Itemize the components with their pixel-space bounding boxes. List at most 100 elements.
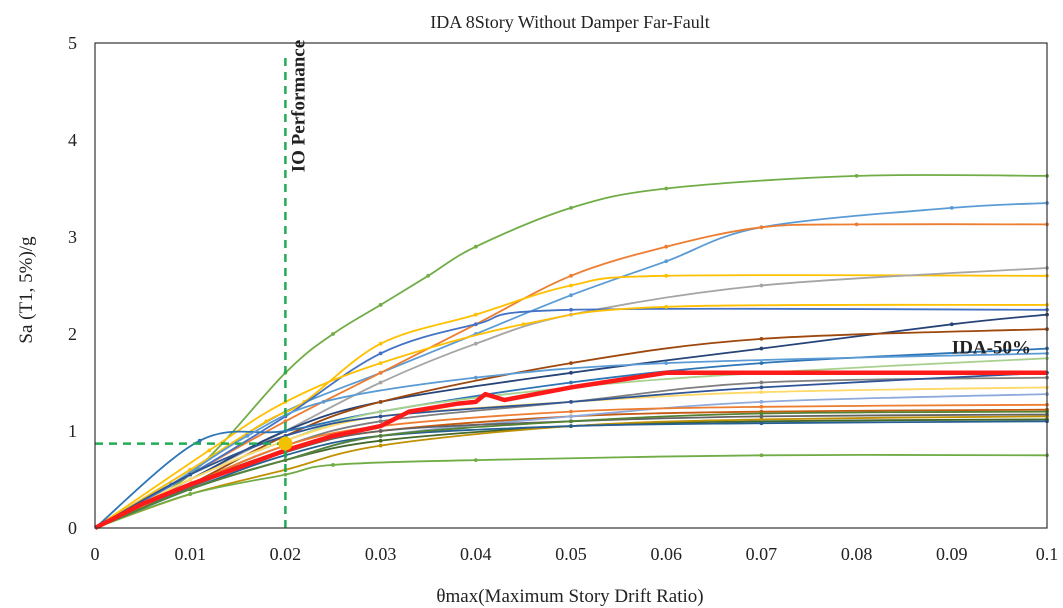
ida-curve-line [94, 352, 1048, 529]
median-curve [93, 370, 1047, 531]
ida-curve-6 [94, 307, 1049, 529]
ida-curve-point [759, 414, 764, 419]
ida-curve-line [94, 307, 1048, 529]
ida-curve-point [473, 244, 478, 249]
ida-curve-point [378, 438, 383, 443]
ida-curve-point [664, 361, 669, 365]
ida-curve-point [759, 346, 764, 351]
ida-curve-point [569, 414, 573, 419]
ida-curve-point [283, 458, 288, 462]
ida-curve-line [94, 413, 1048, 529]
x-tick-label: 0 [91, 544, 100, 564]
ida-curve-22 [94, 385, 1049, 529]
ida-curve-point [569, 361, 573, 365]
ida-curve-line [94, 415, 1048, 529]
x-tick-label: 0.05 [555, 544, 587, 564]
ida-curve-point [321, 400, 326, 404]
ida-curve-point [197, 438, 202, 443]
ida-curve-point [664, 244, 669, 249]
median-layer [93, 370, 1047, 531]
ida-curve-17 [94, 453, 1049, 529]
ida-curve-line [94, 328, 1048, 529]
ida-curve-point [759, 411, 764, 416]
chart-title: IDA 8Story Without Damper Far-Fault [430, 12, 710, 32]
ida-curve-point [188, 472, 193, 477]
ida-curve-24 [94, 409, 1049, 529]
ida-curve-13 [94, 417, 1049, 529]
tick-layer: 0 0.01 0.02 0.03 0.04 0.05 0.06 0.07 0.08 0.09 0.1… [68, 33, 1058, 564]
plot-frame [94, 42, 1048, 529]
io-limit-layer [95, 58, 293, 528]
axes-layer [94, 42, 1048, 529]
y-tick-label: 5 [68, 33, 77, 53]
ida-curve-point [759, 283, 764, 288]
ida-curve-line [94, 410, 1048, 529]
x-tick-label: 0.09 [936, 544, 968, 564]
ida-curve-line [94, 393, 1048, 529]
ida-curve-point [569, 293, 573, 298]
ida-curve-point [759, 336, 764, 341]
ida-curve-point [378, 351, 383, 356]
ida-curve-point [378, 341, 383, 346]
ida-curve-point [759, 380, 764, 385]
ida-curve-line [94, 454, 1048, 529]
io-performance-label: IO Performance [288, 40, 309, 172]
ida-curve-point [331, 463, 335, 467]
ida-curve-line [94, 223, 1048, 529]
ida-curve-point [473, 322, 478, 327]
ida-curve-point [473, 341, 478, 346]
ida-curve-point [759, 417, 764, 422]
annotation-layer: IO Performance IDA-50% [288, 40, 1031, 359]
ida-curve-point [854, 173, 859, 178]
ida-curve-point [378, 414, 383, 419]
ida-curve-point [759, 421, 764, 426]
ida-curve-point [473, 458, 478, 462]
x-tick-label: 0.02 [270, 544, 302, 564]
ida-curve-point [664, 259, 669, 264]
ida-curve-point [378, 443, 383, 448]
ida-curve-point [759, 361, 764, 365]
ida-curve-line [94, 174, 1048, 529]
ida-50-label: IDA-50% [952, 337, 1031, 358]
ida-curve-point [664, 273, 669, 278]
ida-curve-line [94, 274, 1048, 529]
ida-curve-23 [94, 370, 1049, 529]
series-layer [94, 173, 1049, 529]
ida-curve-point [426, 273, 431, 278]
ida-curve-point [378, 419, 383, 424]
y-tick-label: 1 [68, 421, 77, 441]
ida-curve-point [569, 273, 573, 278]
ida-curve-point [569, 206, 573, 210]
ida-curve-point [378, 380, 383, 385]
ida-curve-12 [94, 375, 1049, 529]
ida-curve-1 [94, 173, 1049, 529]
ida-curve-point [569, 380, 573, 385]
io-intersection-point [278, 436, 293, 451]
ida-curve-point [378, 361, 383, 365]
ida-curve-point [473, 312, 478, 317]
y-tick-label: 2 [68, 324, 77, 344]
ida-curve-point [569, 419, 573, 424]
ida-curve-4 [94, 273, 1049, 529]
ida-curve-point [569, 409, 573, 414]
ida-curve-point [759, 385, 764, 390]
ida-curve-point [378, 409, 383, 414]
ida-curve-point [188, 492, 193, 496]
ida-curve-point [188, 477, 193, 482]
x-tick-label: 0.03 [365, 544, 397, 564]
ida-curve-point [759, 404, 764, 409]
x-tick-label: 0.06 [650, 544, 682, 564]
x-tick-label: 0.07 [746, 544, 778, 564]
ida-curve-point [473, 375, 478, 380]
x-axis-label: θmax(Maximum Story Drift Ratio) [436, 586, 703, 607]
ida-curve-point [521, 322, 526, 327]
ida-curve-point [949, 206, 954, 210]
ida-curve-point [378, 400, 383, 404]
ida-curve-point [569, 283, 573, 288]
x-tick-label: 0.1 [1036, 544, 1059, 564]
x-tick-label: 0.08 [841, 544, 873, 564]
ida-curve-point [188, 487, 193, 492]
ida-curve-point [378, 429, 383, 433]
ida-curve-point [283, 429, 288, 433]
